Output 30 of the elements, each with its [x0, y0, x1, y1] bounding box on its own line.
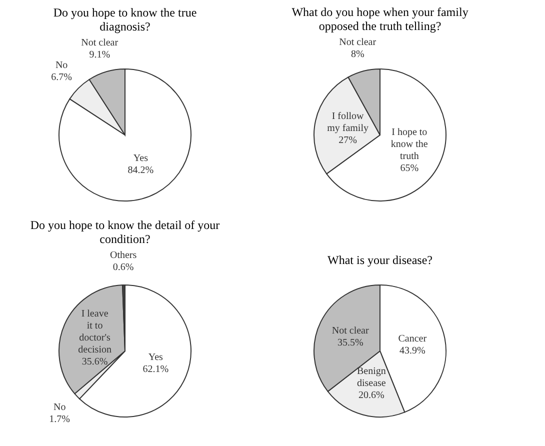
slice-label: Not clear: [81, 38, 119, 49]
data-label: 20.6%: [358, 390, 384, 401]
slice-label: Benign disease: [356, 366, 386, 389]
slice-label: Cancer: [398, 334, 428, 345]
data-label: 43.9%: [399, 346, 426, 357]
slice-label: No: [55, 60, 68, 72]
chart-title: Do you hope to know the detail of your condition?: [30, 218, 220, 246]
slice-label: No: [53, 402, 66, 413]
chart-title: What is your disease?: [328, 253, 432, 267]
slice-label: Yes: [133, 153, 148, 164]
data-label: 27%: [338, 134, 357, 146]
data-label: 62.1%: [142, 364, 169, 376]
slice-label: Not clear: [332, 325, 370, 336]
data-label: 1.7%: [49, 414, 70, 425]
data-label: 0.6%: [112, 262, 134, 274]
slice-label: I follow my family: [327, 110, 368, 134]
data-label: 9.1%: [89, 50, 110, 61]
data-label: 84.2%: [128, 165, 154, 176]
data-label: 65%: [400, 162, 419, 174]
data-label: 35.6%: [82, 356, 108, 368]
slice-label: I hope to know the truth: [390, 126, 428, 162]
chart-title: What do you hope when your family opposed the truth telling?: [292, 4, 468, 33]
slice-label: I leave it to doctor's decision: [78, 308, 112, 356]
data-label: 35.5%: [337, 337, 364, 348]
slice-label: Yes: [148, 352, 164, 364]
slice-label: Others: [110, 250, 137, 262]
data-label: 8%: [350, 48, 364, 60]
data-label: 6.7%: [51, 72, 72, 84]
slice-label: Not clear: [339, 36, 377, 48]
chart-title: Do you hope to know the true diagnosis?: [53, 6, 197, 34]
